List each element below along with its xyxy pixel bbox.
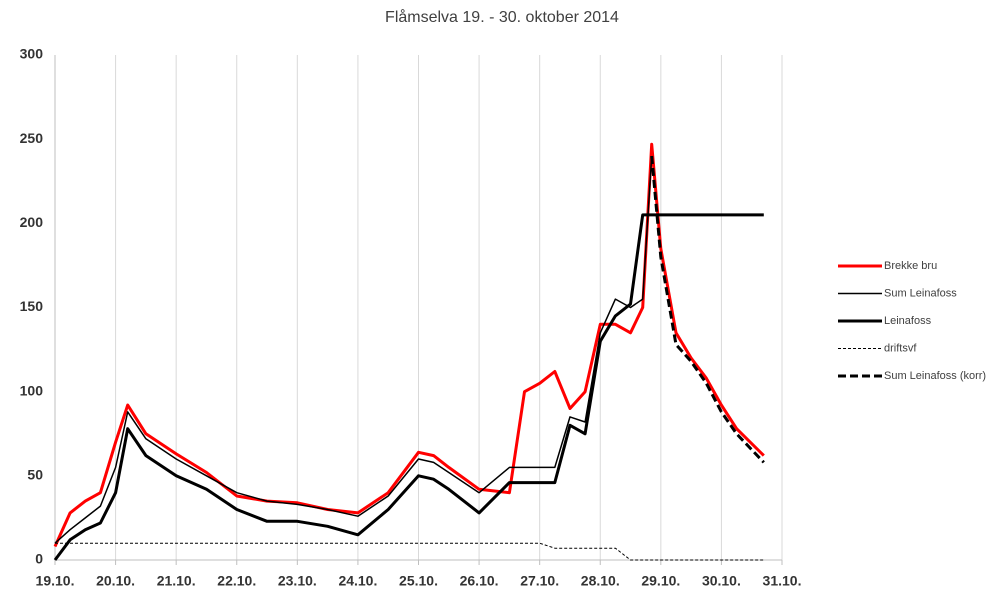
- x-tick-label: 26.10.: [460, 573, 499, 589]
- x-tick-label: 30.10.: [702, 573, 741, 589]
- x-tick-label: 25.10.: [399, 573, 438, 589]
- legend-label: Leinafoss: [884, 315, 932, 327]
- x-tick-label: 31.10.: [763, 573, 802, 589]
- x-tick-label: 21.10.: [157, 573, 196, 589]
- x-tick-label: 23.10.: [278, 573, 317, 589]
- series-line: [55, 542, 764, 561]
- legend-label: driftsvf: [884, 342, 917, 354]
- legend-label: Sum Leinafoss: [884, 287, 957, 299]
- y-tick-label: 0: [35, 551, 43, 567]
- series-line: [53, 213, 764, 561]
- x-tick-label: 20.10.: [96, 573, 135, 589]
- y-tick-label: 100: [20, 382, 44, 398]
- chart-title: Flåmselva 19. - 30. oktober 2014: [385, 8, 619, 26]
- x-tick-label: 19.10.: [36, 573, 75, 589]
- y-tick-label: 150: [20, 298, 44, 314]
- series-line: [54, 155, 653, 544]
- x-tick-label: 28.10.: [581, 573, 620, 589]
- y-tick-label: 250: [20, 130, 44, 146]
- x-tick-label: 22.10.: [217, 573, 256, 589]
- x-tick-label: 29.10.: [641, 573, 680, 589]
- y-tick-label: 50: [27, 467, 43, 483]
- y-tick-label: 300: [20, 46, 44, 62]
- x-tick-label: 27.10.: [520, 573, 559, 589]
- x-tick-label: 24.10.: [338, 573, 377, 589]
- series-line: [650, 155, 765, 464]
- y-tick-label: 200: [20, 214, 44, 230]
- legend-label: Sum Leinafoss (korr): [884, 370, 986, 382]
- legend-label: Brekke bru: [884, 260, 937, 272]
- series-line: [53, 142, 765, 548]
